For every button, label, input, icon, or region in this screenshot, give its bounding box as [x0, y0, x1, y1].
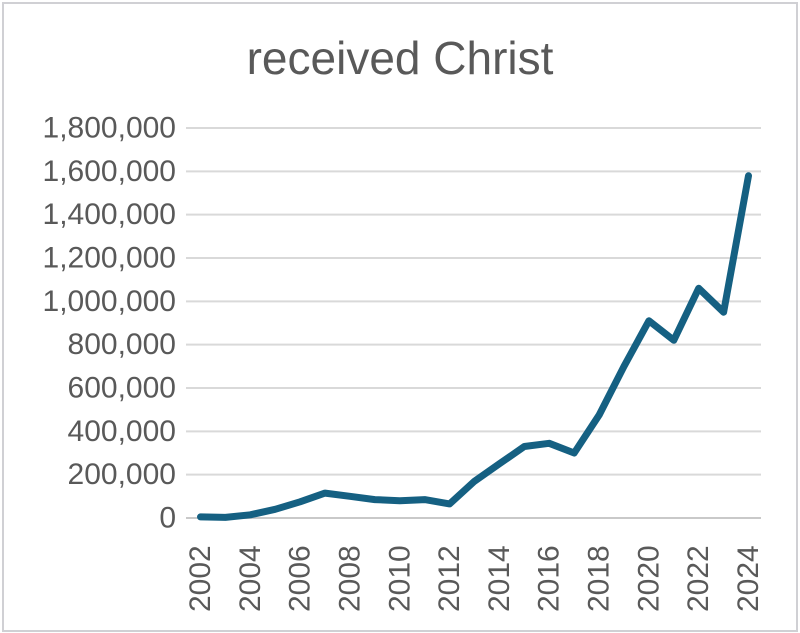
plot-area: 0 200,000 400,000 600,000 800,000 1,000,000 1,…: [43, 112, 766, 613]
x-tick-label: 2022: [682, 545, 715, 612]
y-tick-label: 600,000: [68, 372, 176, 405]
x-tick-label: 2020: [632, 545, 665, 612]
y-tick-label: 1,400,000: [43, 198, 176, 231]
x-tick-label: 2018: [583, 545, 616, 612]
x-tick-label: 2002: [184, 545, 217, 612]
series-line: [197, 172, 752, 521]
chart-title: received Christ: [247, 32, 554, 84]
x-tick-label: 2014: [483, 545, 516, 612]
y-tick-label: 1,800,000: [43, 112, 176, 145]
y-tick-label: 1,600,000: [43, 155, 176, 188]
y-tick-label: 800,000: [68, 328, 176, 361]
x-tick-label: 2006: [284, 545, 317, 612]
x-tick-label: 2010: [383, 545, 416, 612]
y-tick-label: 400,000: [68, 415, 176, 448]
x-tick-label: 2004: [234, 545, 267, 612]
y-tick-label: 1,200,000: [43, 242, 176, 275]
y-tick-label: 1,000,000: [43, 285, 176, 318]
x-tick-label: 2008: [333, 545, 366, 612]
x-tick-label: 2024: [732, 545, 765, 612]
y-tick-label: 200,000: [68, 458, 176, 491]
line-chart-svg: received Christ 0 200,000 400,000 600,000 80…: [43, 32, 766, 613]
y-tick-label: 0: [159, 502, 176, 535]
x-tick-label: 2012: [433, 545, 466, 612]
x-tick-label: 2016: [533, 545, 566, 612]
